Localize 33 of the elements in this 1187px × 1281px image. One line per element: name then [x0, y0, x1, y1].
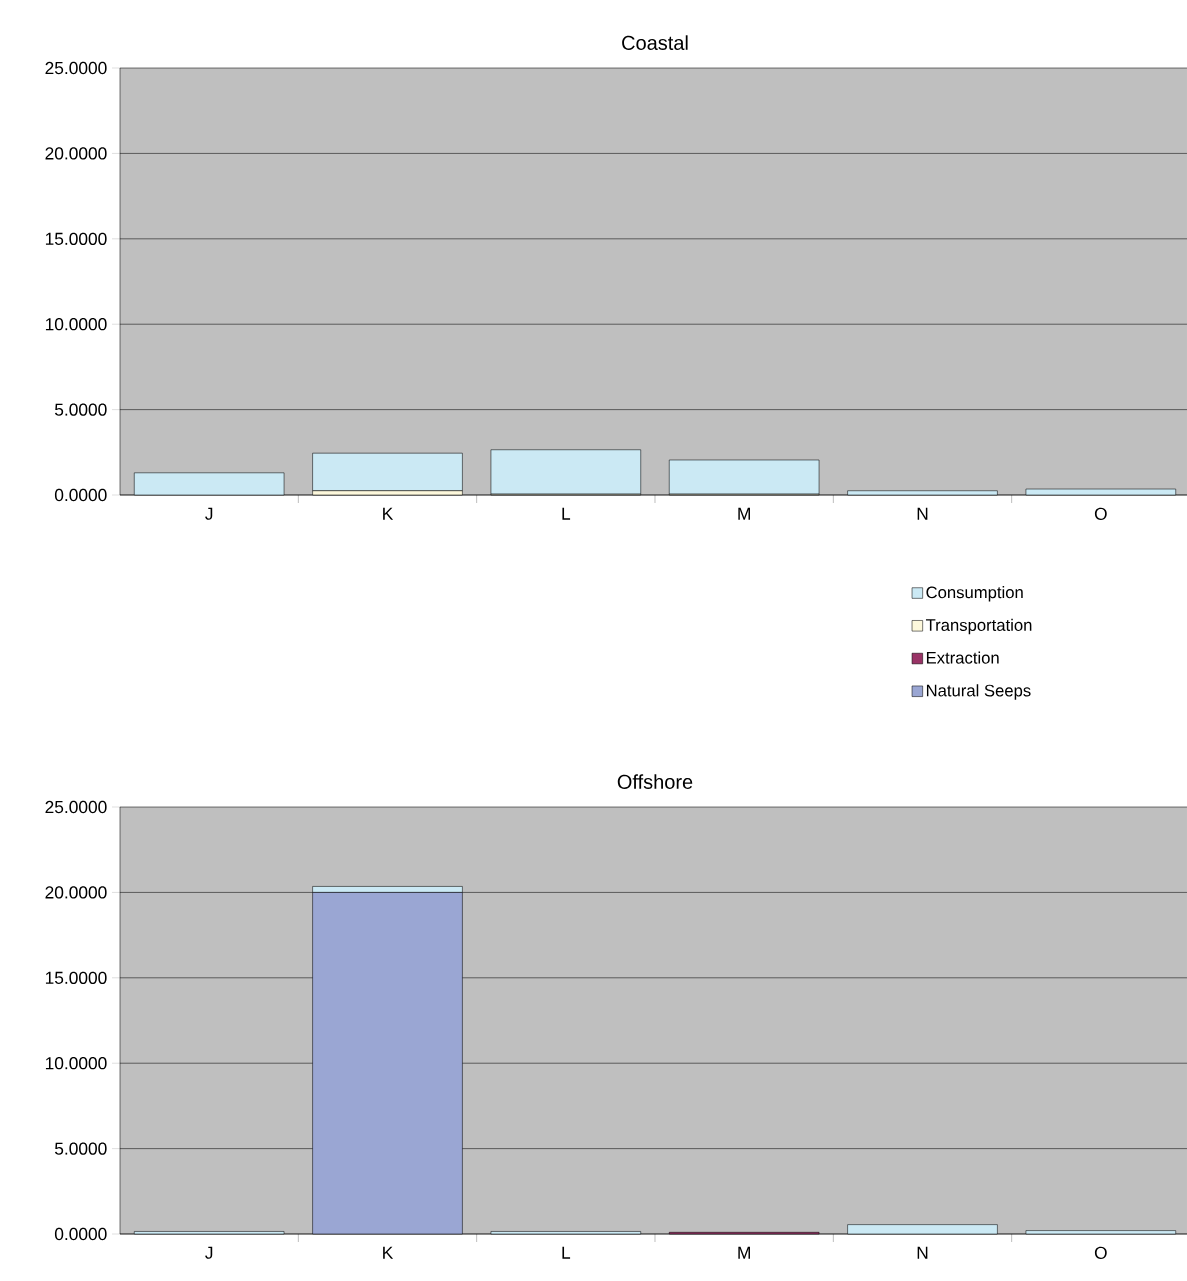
legend-label: Natural Seeps [926, 684, 1031, 700]
x-tick-label: O [1094, 1246, 1107, 1259]
x-tick-label: K [383, 1246, 394, 1259]
bar [669, 459, 820, 495]
y-tick-label: 5.0000 [54, 1142, 107, 1155]
y-tick-label: 15.0000 [45, 971, 107, 984]
legend-label: Consumption [926, 586, 1023, 602]
y-tick-label: 0.0000 [54, 1227, 107, 1241]
y-tick-label: 10.0000 [45, 1057, 107, 1070]
chart-title: Offshore [617, 774, 693, 789]
legend-label: Extraction [926, 651, 999, 664]
x-tick-label: M [738, 507, 750, 520]
x-tick-label: N [917, 1246, 928, 1259]
x-tick-label: O [1094, 507, 1107, 520]
x-tick-label: J [205, 1246, 213, 1259]
y-tick-label: 25.0000 [45, 61, 107, 75]
bar [490, 449, 641, 495]
y-tick-label: 25.0000 [45, 800, 107, 814]
y-tick-label: 5.0000 [54, 403, 107, 416]
x-tick-label: M [738, 1246, 750, 1259]
y-tick-label: 20.0000 [45, 886, 107, 899]
y-tick-label: 20.0000 [45, 147, 107, 160]
y-tick-label: 15.0000 [45, 232, 107, 245]
y-tick-label: 10.0000 [45, 318, 107, 331]
chart-title: Coastal [622, 35, 688, 50]
x-tick-label: K [383, 507, 394, 520]
legend-label: Transportation [925, 618, 1032, 635]
y-tick-label: 0.0000 [54, 488, 107, 502]
x-tick-label: L [562, 507, 571, 520]
x-tick-label: N [917, 507, 928, 520]
bar [312, 452, 463, 492]
x-tick-label: L [562, 1246, 571, 1259]
x-tick-label: J [205, 507, 213, 520]
